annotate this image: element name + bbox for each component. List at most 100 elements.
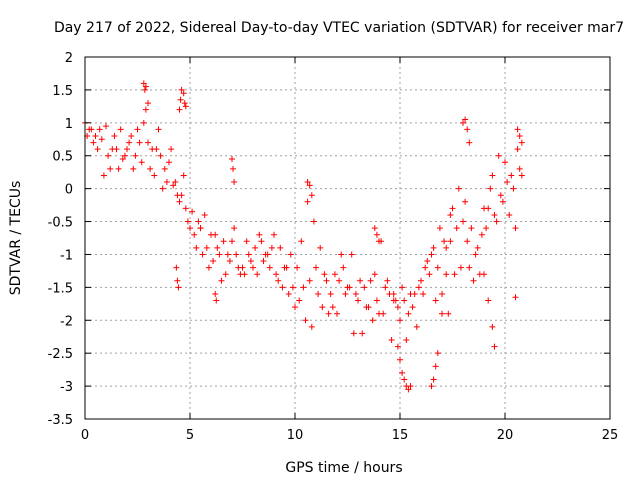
data-point-marker (136, 139, 143, 146)
x-tick-label: 0 (81, 428, 89, 443)
data-point-marker (231, 179, 238, 186)
data-point-marker (103, 123, 109, 130)
data-point-marker (338, 251, 345, 258)
data-point-marker (233, 251, 240, 258)
data-point-marker (481, 271, 487, 278)
data-point-marker (331, 271, 338, 278)
data-point-marker (508, 172, 515, 179)
data-point-marker (399, 284, 406, 291)
x-axis-label: GPS time / hours (285, 460, 402, 476)
y-tick-label: 0.5 (52, 150, 73, 165)
data-point-marker (329, 304, 336, 311)
data-point-marker (182, 103, 189, 110)
data-point-marker (214, 244, 221, 251)
y-tick-label: -3.5 (48, 413, 73, 428)
data-point-marker (173, 264, 180, 271)
data-point-marker (327, 290, 334, 297)
data-point-marker (497, 192, 504, 199)
data-point-marker (518, 172, 525, 179)
y-tick-label: -0.5 (48, 216, 73, 231)
data-point-marker (352, 290, 359, 297)
data-point-marker (449, 205, 456, 212)
data-point-marker (468, 225, 475, 232)
data-point-marker (439, 290, 445, 297)
data-point-marker (119, 156, 126, 163)
data-point-marker (142, 106, 149, 113)
data-point-marker (384, 277, 391, 284)
data-point-marker (493, 218, 500, 225)
data-point-marker (464, 126, 471, 133)
data-point-marker (428, 251, 435, 258)
data-point-marker (460, 218, 466, 225)
data-point-marker (336, 277, 343, 284)
data-point-marker (319, 304, 326, 311)
data-point-marker (371, 225, 378, 232)
data-point-marker (281, 264, 288, 271)
data-point-marker (390, 297, 397, 304)
data-point-marker (502, 159, 508, 166)
data-point-marker (504, 179, 511, 186)
data-point-marker (141, 86, 148, 93)
data-point-marker (105, 152, 112, 159)
data-point-marker (247, 258, 254, 265)
data-point-marker (506, 211, 513, 218)
data-point-marker (168, 146, 175, 153)
data-point-marker (170, 182, 177, 189)
data-point-marker (285, 290, 292, 297)
y-tick-label: -3 (60, 380, 73, 395)
y-axis-label: SDTVAR / TECUs (8, 181, 24, 296)
data-point-marker (453, 225, 460, 232)
data-point-marker (174, 277, 181, 284)
series-track-B (84, 119, 525, 317)
data-point-marker (462, 116, 469, 123)
data-point-marker (306, 182, 313, 189)
data-point-marker (466, 264, 473, 271)
x-tick-label: 25 (602, 428, 619, 443)
data-point-marker (344, 284, 351, 291)
data-point-marker (180, 172, 187, 179)
series-track-A (82, 119, 523, 344)
data-point-marker (386, 290, 393, 297)
data-point-marker (407, 290, 414, 297)
data-point-marker (369, 317, 376, 324)
data-point-marker (210, 258, 217, 265)
data-point-marker (145, 100, 151, 107)
data-point-marker (357, 277, 364, 284)
data-point-marker (86, 126, 93, 133)
data-point-marker (256, 231, 263, 238)
data-point-marker (268, 244, 275, 251)
y-tick-label: 1.5 (52, 84, 73, 99)
data-point-marker (138, 159, 145, 166)
data-point-marker (304, 179, 311, 186)
data-point-marker (140, 80, 147, 87)
grid-lines (85, 57, 610, 419)
data-point-marker (355, 297, 361, 304)
data-point-marker (191, 231, 198, 238)
data-point-marker (445, 310, 452, 317)
data-point-marker (401, 297, 408, 304)
data-point-marker (308, 323, 315, 330)
data-point-marker (180, 90, 187, 97)
data-point-marker (499, 198, 506, 205)
data-point-marker (487, 185, 494, 192)
y-tick-label: 0 (65, 183, 73, 198)
data-point-marker (464, 238, 471, 245)
data-point-marker (466, 139, 473, 146)
data-point-marker (216, 251, 223, 258)
data-point-marker (460, 119, 466, 126)
data-point-marker (258, 238, 265, 245)
data-point-marker (237, 271, 244, 278)
data-point-marker (115, 165, 122, 172)
y-tick-label: -2.5 (48, 347, 73, 362)
data-point-marker (231, 225, 238, 232)
data-point-marker (220, 238, 227, 245)
data-point-marker (121, 152, 128, 159)
data-point-marker (478, 231, 485, 238)
data-point-marker (142, 83, 149, 90)
data-point-marker (317, 244, 324, 251)
data-point-marker (252, 244, 259, 251)
data-point-marker (418, 277, 424, 284)
data-point-marker (279, 284, 286, 291)
data-point-marker (407, 383, 414, 390)
